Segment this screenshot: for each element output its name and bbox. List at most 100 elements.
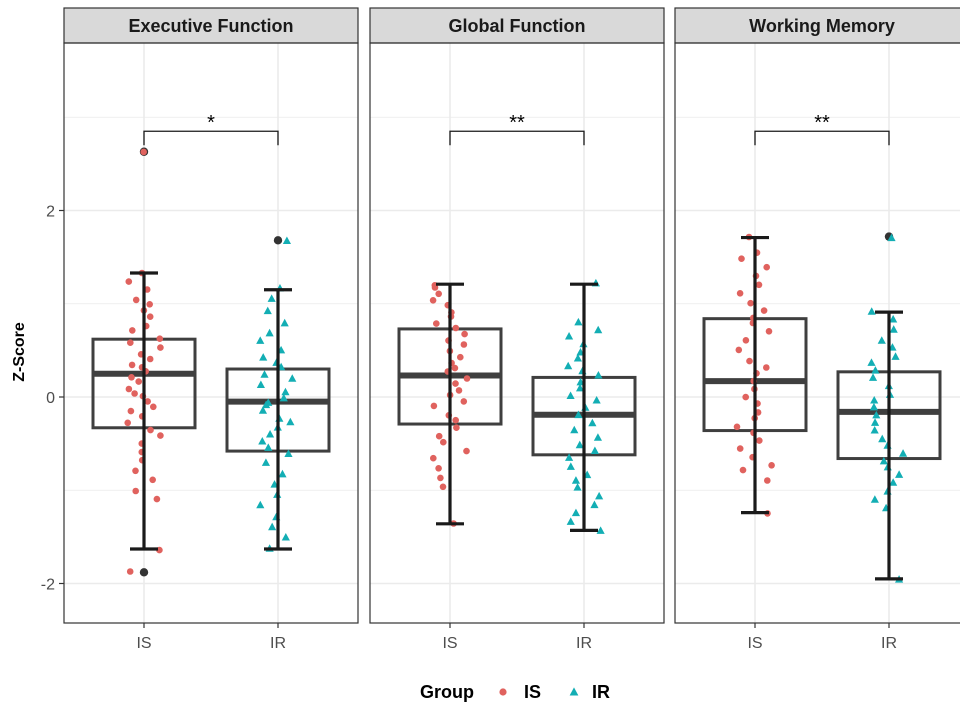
data-point xyxy=(267,294,276,302)
data-point xyxy=(256,336,265,344)
data-point xyxy=(258,437,267,445)
data-point xyxy=(435,290,443,298)
significance-bracket xyxy=(449,130,585,146)
data-point xyxy=(746,357,753,365)
data-point xyxy=(566,391,575,400)
data-point xyxy=(566,462,575,470)
data-point xyxy=(735,346,743,354)
box-group-is xyxy=(397,282,503,527)
data-point xyxy=(898,449,908,457)
y-axis: -2 0 2 xyxy=(41,204,64,594)
legend: Group IS IR xyxy=(420,682,610,702)
data-point xyxy=(574,410,583,419)
data-point xyxy=(889,325,898,333)
box-group-ir xyxy=(531,278,637,534)
data-point xyxy=(592,395,601,404)
data-point xyxy=(453,424,460,432)
data-point xyxy=(265,328,274,337)
data-point xyxy=(140,148,147,156)
x-tick-label: IR xyxy=(270,635,286,652)
data-point xyxy=(460,398,468,405)
data-point xyxy=(596,526,605,534)
data-point xyxy=(736,445,744,452)
data-point xyxy=(595,491,604,500)
significance-label: * xyxy=(207,112,215,134)
data-point xyxy=(135,378,142,385)
data-point xyxy=(760,307,768,314)
data-point xyxy=(565,453,574,461)
data-point xyxy=(259,353,268,361)
data-point xyxy=(451,364,459,372)
significance-bracket xyxy=(143,130,279,146)
data-point xyxy=(431,284,439,291)
data-point xyxy=(575,383,585,392)
legend-key-ir xyxy=(569,687,579,696)
data-point xyxy=(869,402,879,411)
data-point xyxy=(157,432,164,439)
data-point xyxy=(455,387,463,394)
data-point xyxy=(278,469,287,478)
data-point xyxy=(747,299,754,307)
data-point xyxy=(286,417,295,426)
data-point xyxy=(144,398,151,405)
data-point xyxy=(878,434,887,443)
y-tick-label: -2 xyxy=(41,577,55,594)
data-point xyxy=(132,487,139,495)
data-point xyxy=(461,330,468,338)
data-point xyxy=(430,402,438,410)
facet-panel: Working Memory IS IR ** xyxy=(674,7,960,652)
data-point xyxy=(156,335,164,343)
data-point xyxy=(742,393,749,401)
data-point xyxy=(868,373,878,381)
data-point xyxy=(256,380,265,388)
data-point xyxy=(260,370,269,378)
data-point xyxy=(891,352,900,360)
data-point xyxy=(435,465,442,472)
data-point xyxy=(452,324,460,332)
data-point xyxy=(564,361,573,370)
panel-border xyxy=(369,42,665,624)
x-tick-label: IS xyxy=(442,635,457,652)
data-point xyxy=(879,456,888,465)
data-point xyxy=(457,353,464,361)
facet-panel: Executive Function IS IR * xyxy=(63,7,359,652)
data-point xyxy=(131,390,138,397)
data-point xyxy=(430,454,437,462)
data-point xyxy=(870,426,879,434)
facet-panels: Executive Function IS IR * Global Function IS… xyxy=(63,7,960,652)
data-point xyxy=(150,403,157,411)
data-point xyxy=(463,447,470,455)
data-point xyxy=(571,508,581,517)
legend-key-is xyxy=(499,688,507,696)
plot-background xyxy=(370,43,664,623)
y-axis-title: Z-Score xyxy=(11,322,28,382)
data-point xyxy=(575,440,584,449)
data-point xyxy=(280,318,289,327)
box-group-ir xyxy=(836,232,942,583)
data-point xyxy=(736,290,744,297)
outlier-point xyxy=(139,568,149,577)
facet-strip xyxy=(369,7,665,44)
data-point xyxy=(146,301,153,308)
data-point xyxy=(128,361,136,369)
data-point xyxy=(265,429,275,438)
data-point xyxy=(128,374,135,381)
data-point xyxy=(132,296,140,304)
data-point xyxy=(268,522,277,531)
data-point xyxy=(755,281,763,289)
data-point xyxy=(281,387,290,396)
data-point xyxy=(739,466,747,474)
data-point xyxy=(149,476,156,484)
data-point xyxy=(288,374,297,382)
data-point xyxy=(452,380,459,387)
data-point xyxy=(440,438,447,446)
data-point xyxy=(588,418,597,427)
box-group-is xyxy=(91,147,197,577)
data-point xyxy=(738,255,745,262)
legend-title: Group xyxy=(420,682,474,702)
data-point xyxy=(284,449,293,457)
data-point xyxy=(460,341,468,348)
data-point xyxy=(258,406,268,414)
data-point xyxy=(594,325,603,334)
data-point xyxy=(763,364,770,371)
